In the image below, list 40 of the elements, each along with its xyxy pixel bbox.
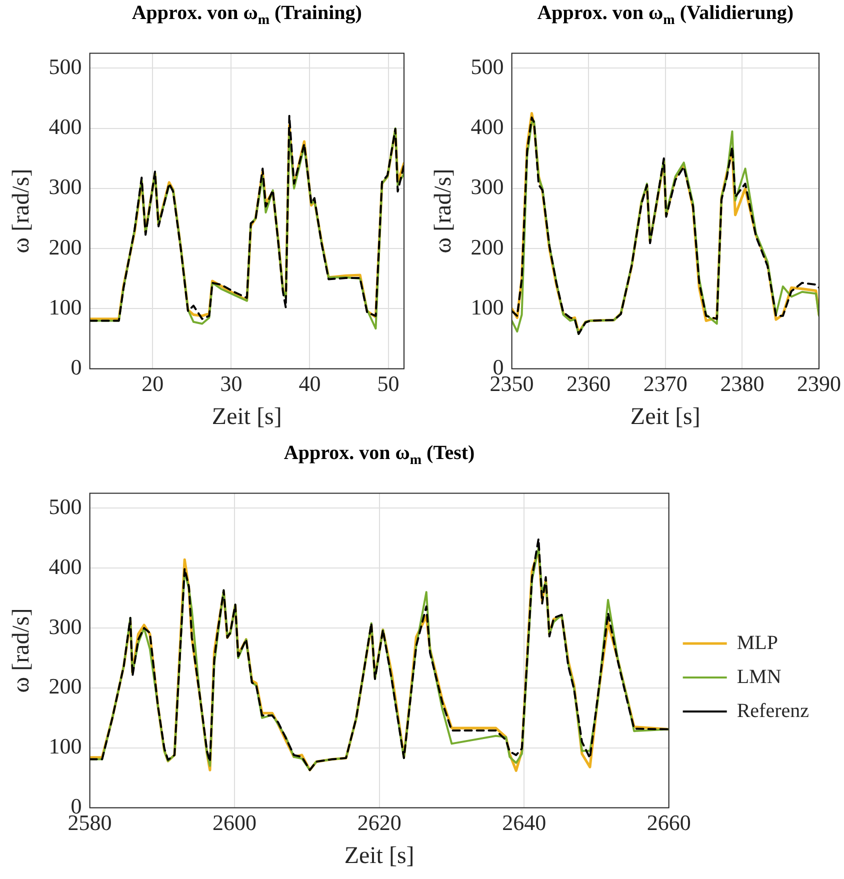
y-tick-label: 400: [48, 114, 82, 140]
x-tick-label: 2620: [357, 810, 402, 835]
x-axis-title: Zeit [s]: [630, 404, 700, 430]
y-tick-label: 200: [470, 234, 504, 260]
y-tick-label: 300: [48, 614, 82, 639]
x-tick-label: 2380: [720, 370, 764, 396]
chart-title: Approx. von ω$_{m}$ (Training): [132, 2, 362, 29]
y-tick-label: 200: [48, 674, 82, 699]
y-tick-label: 100: [48, 294, 82, 320]
x-tick-label: 20: [142, 370, 164, 396]
y-tick-label: 100: [48, 734, 82, 759]
chart-title: Approx. von ω$_{m}$ (Validierung): [537, 2, 794, 29]
x-tick-label: 50: [377, 370, 400, 396]
x-tick-label: 2640: [502, 810, 546, 835]
y-tick-label: 300: [470, 174, 504, 200]
y-tick-label: 0: [70, 354, 82, 380]
x-tick-label: 2660: [646, 810, 691, 835]
legend-label: Referenz: [736, 700, 810, 722]
y-tick-label: 300: [48, 174, 82, 200]
legend-label: MLP: [736, 632, 778, 654]
y-tick-label: 500: [48, 54, 82, 80]
y-tick-label: 400: [48, 554, 82, 579]
x-axis-title: Zeit [s]: [212, 404, 282, 430]
y-axis-title: ω [rad/s]: [8, 168, 35, 254]
legend-label: LMN: [736, 666, 782, 688]
x-tick-label: 2360: [566, 370, 611, 396]
x-tick-label: 30: [220, 370, 242, 396]
y-tick-label: 500: [48, 494, 82, 519]
x-tick-label: 2600: [212, 810, 257, 835]
x-tick-label: 2390: [797, 370, 841, 396]
x-tick-label: 40: [298, 370, 321, 396]
x-tick-label: 2370: [643, 370, 688, 396]
y-tick-label: 500: [470, 54, 504, 80]
y-axis-title: ω [rad/s]: [8, 608, 35, 693]
y-axis-title: ω [rad/s]: [430, 168, 457, 254]
y-tick-label: 100: [470, 294, 504, 320]
chart-title: Approx. von ω$_{m}$ (Test): [284, 442, 475, 469]
x-axis-title: Zeit [s]: [344, 842, 414, 869]
y-tick-label: 200: [48, 234, 82, 260]
y-tick-label: 400: [470, 114, 504, 140]
